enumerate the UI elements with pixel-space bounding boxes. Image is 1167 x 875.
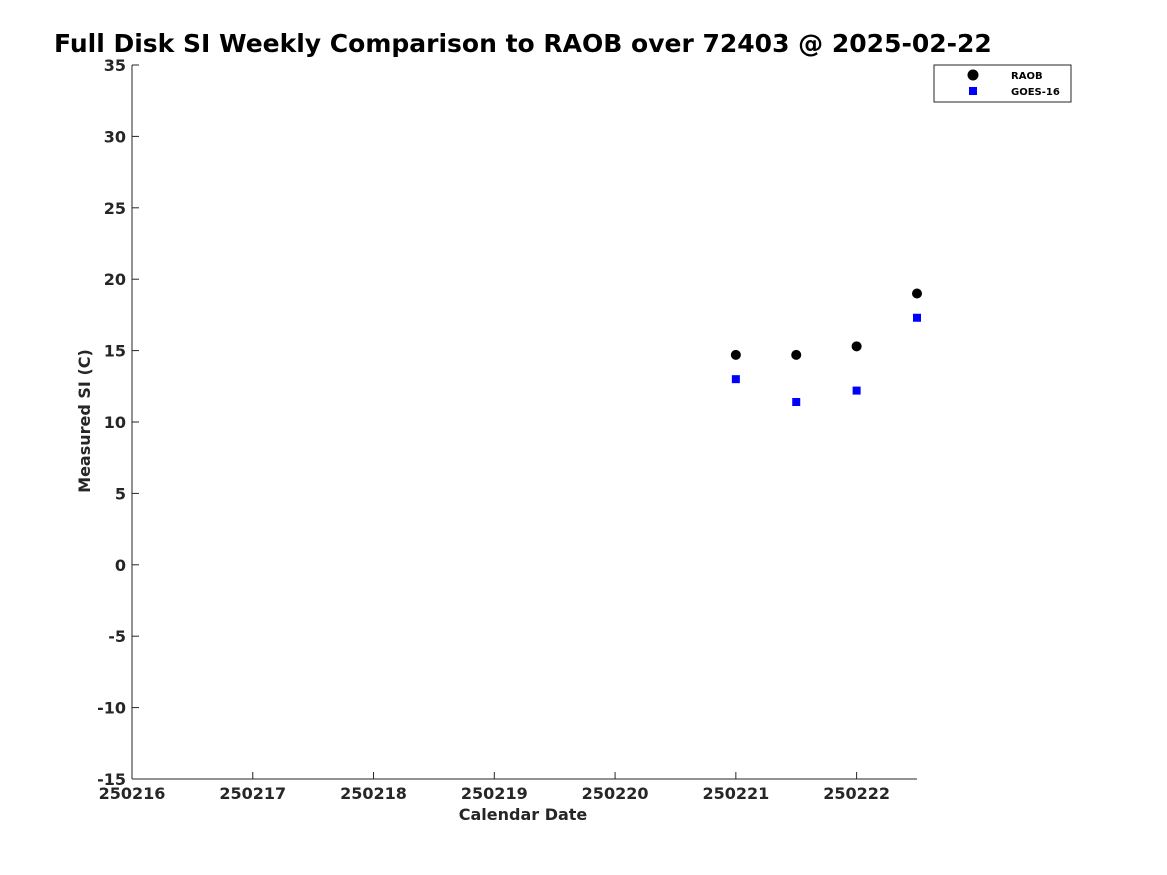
y-tick-label: 15: [104, 342, 126, 361]
y-tick-label: -10: [97, 699, 126, 718]
y-axis-label: Measured SI (C): [75, 349, 94, 493]
y-tick-label: 25: [104, 199, 126, 218]
x-tick-label: 250216: [99, 784, 166, 803]
y-tick-label: 10: [104, 413, 126, 432]
axes: -15 -10 -5 0 5 10 15 20 25 30 35 250216 250217 250218…: [97, 56, 917, 803]
y-tick-label: 30: [104, 127, 126, 146]
y-tick-label: 35: [104, 56, 126, 75]
legend-label: RAOB: [1011, 71, 1043, 82]
x-tick-label: 250220: [582, 784, 649, 803]
x-tick-label: 250222: [823, 784, 890, 803]
legend-label: GOES-16: [1011, 87, 1060, 98]
chart-title: Full Disk SI Weekly Comparison to RAOB o…: [54, 29, 992, 58]
data-marks: [730, 288, 922, 407]
y-tick-label: 20: [104, 270, 126, 289]
data-point-circle: [851, 341, 862, 352]
data-point-square: [852, 386, 861, 395]
y-tick-label: -15: [97, 770, 126, 789]
data-point-square: [731, 375, 740, 384]
y-tick-label: 0: [115, 556, 126, 575]
y-tick-label: 5: [115, 484, 126, 503]
data-point-circle: [730, 349, 741, 360]
data-point-square: [792, 398, 801, 407]
legend: RAOB GOES-16: [933, 64, 1072, 103]
y-tick-label: -5: [108, 627, 126, 646]
series-goes-16: [731, 313, 921, 407]
legend-box: [933, 64, 1072, 103]
data-point-circle: [912, 288, 922, 299]
legend-marker-square: [969, 87, 977, 95]
x-tick-label: 250219: [461, 784, 528, 803]
x-tick-label: 250218: [340, 784, 407, 803]
x-tick-label: 250221: [702, 784, 769, 803]
data-point-circle: [791, 349, 802, 360]
x-tick-label: 250217: [219, 784, 286, 803]
data-point-square: [913, 313, 921, 322]
series-raob: [730, 288, 922, 360]
x-axis-label: Calendar Date: [459, 805, 588, 824]
legend-marker-circle: [967, 69, 979, 81]
